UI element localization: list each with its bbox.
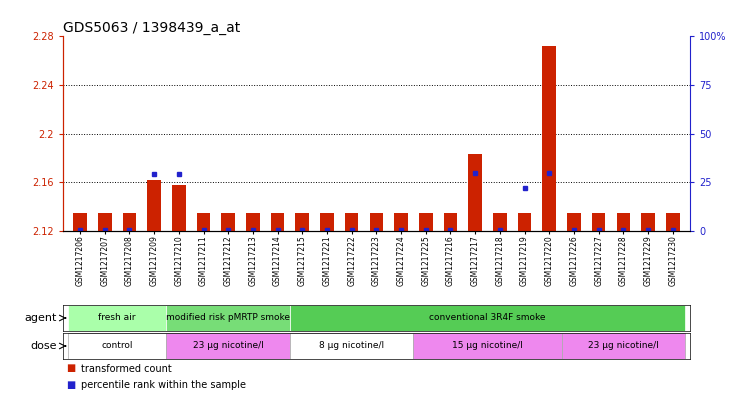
- Bar: [370, 213, 383, 231]
- Text: percentile rank within the sample: percentile rank within the sample: [81, 380, 246, 390]
- Text: transformed count: transformed count: [81, 364, 172, 373]
- Bar: [469, 154, 482, 231]
- Bar: [73, 213, 87, 231]
- Bar: [666, 213, 680, 231]
- Bar: [419, 213, 432, 231]
- Bar: [518, 213, 531, 231]
- Text: modified risk pMRTP smoke: modified risk pMRTP smoke: [166, 314, 290, 323]
- Text: 23 μg nicotine/l: 23 μg nicotine/l: [588, 342, 659, 351]
- Bar: [394, 213, 408, 231]
- Text: dose: dose: [30, 341, 56, 351]
- Text: 23 μg nicotine/l: 23 μg nicotine/l: [193, 342, 263, 351]
- Bar: [295, 213, 309, 231]
- Bar: [148, 180, 161, 231]
- Text: fresh air: fresh air: [98, 314, 136, 323]
- Bar: [290, 333, 413, 359]
- Bar: [345, 213, 359, 231]
- Bar: [123, 213, 137, 231]
- Bar: [246, 213, 260, 231]
- Bar: [290, 305, 685, 331]
- Bar: [167, 333, 290, 359]
- Bar: [221, 213, 235, 231]
- Bar: [68, 305, 167, 331]
- Bar: [167, 305, 290, 331]
- Bar: [98, 213, 111, 231]
- Text: 15 μg nicotine/l: 15 μg nicotine/l: [452, 342, 523, 351]
- Bar: [172, 185, 185, 231]
- Text: ■: ■: [66, 380, 76, 390]
- Bar: [197, 213, 210, 231]
- Bar: [542, 46, 556, 231]
- Bar: [562, 333, 685, 359]
- Text: 8 μg nicotine/l: 8 μg nicotine/l: [319, 342, 384, 351]
- Text: conventional 3R4F smoke: conventional 3R4F smoke: [430, 314, 546, 323]
- Bar: [271, 213, 284, 231]
- Bar: [616, 213, 630, 231]
- Bar: [413, 333, 562, 359]
- Text: ■: ■: [66, 364, 76, 373]
- Bar: [493, 213, 507, 231]
- Text: control: control: [101, 342, 133, 351]
- Text: agent: agent: [24, 313, 56, 323]
- Bar: [320, 213, 334, 231]
- Text: GDS5063 / 1398439_a_at: GDS5063 / 1398439_a_at: [63, 21, 240, 35]
- Bar: [68, 333, 167, 359]
- Bar: [444, 213, 458, 231]
- Bar: [641, 213, 655, 231]
- Bar: [592, 213, 605, 231]
- Bar: [568, 213, 581, 231]
